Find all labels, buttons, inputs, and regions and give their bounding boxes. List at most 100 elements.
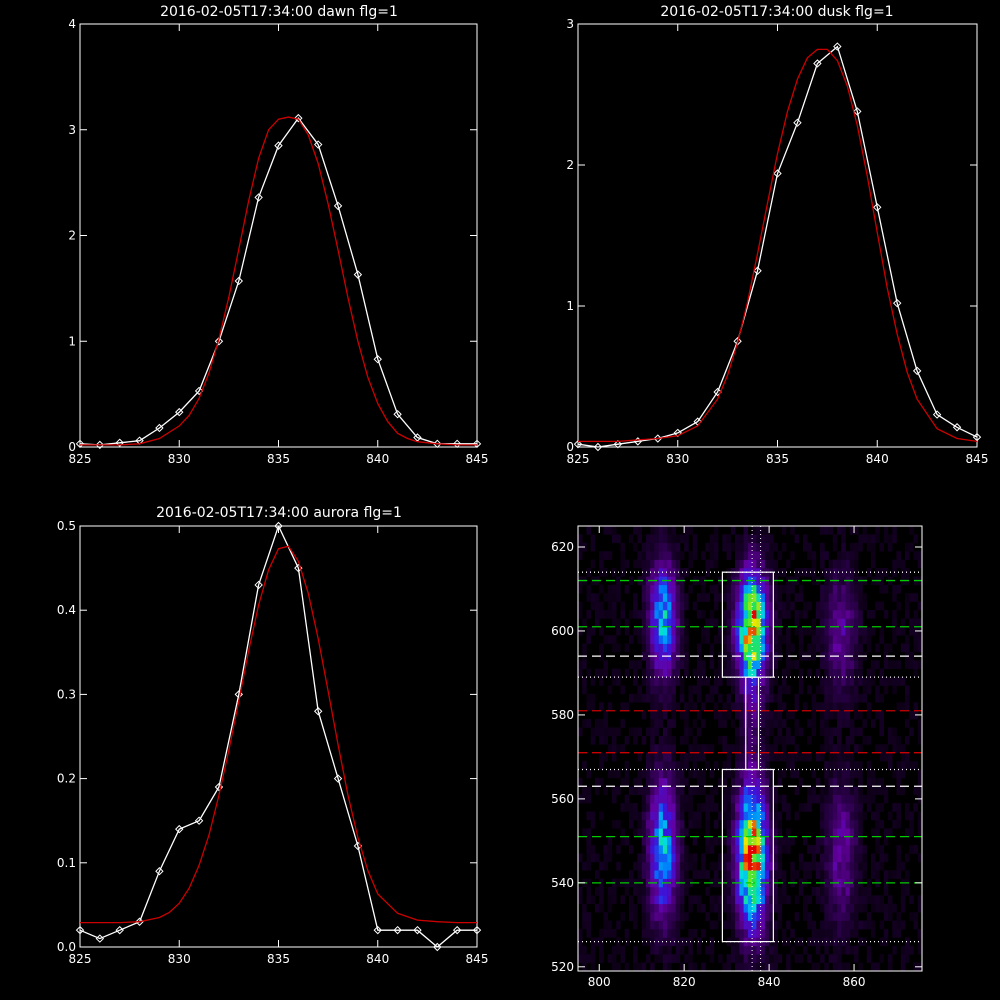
heatmap-cell: [752, 660, 757, 669]
heatmap-cell: [735, 752, 740, 762]
heatmap-cell: [756, 903, 761, 913]
heatmap-cell: [790, 660, 795, 669]
heatmap-cell: [866, 534, 872, 544]
heatmap-cell: [879, 576, 884, 586]
heatmap-cell: [841, 719, 846, 728]
heatmap-cell: [646, 677, 651, 686]
heatmap-cell: [815, 643, 821, 653]
heatmap-cell: [803, 945, 808, 955]
heatmap-cell: [688, 559, 693, 569]
heatmap-cell: [769, 551, 774, 560]
heatmap-cell: [667, 811, 672, 821]
heatmap-cell: [739, 551, 744, 560]
heatmap-cell: [879, 853, 884, 863]
x-tick-label: 835: [267, 952, 290, 966]
heatmap-cell: [582, 912, 587, 921]
heatmap-cell: [654, 685, 659, 695]
heatmap-cell: [862, 735, 867, 745]
heatmap-cell: [858, 643, 863, 653]
heatmap-cell: [701, 752, 706, 762]
heatmap-cell: [662, 954, 668, 963]
heatmap-cell: [624, 643, 630, 653]
heatmap-cell: [718, 677, 723, 686]
heatmap-cell: [909, 828, 914, 837]
heatmap-cell: [701, 610, 706, 619]
heatmap-cell: [646, 584, 651, 594]
heatmap-cell: [650, 929, 655, 938]
heatmap-cell: [739, 727, 744, 737]
heatmap-cell: [794, 593, 800, 602]
heatmap-cell: [794, 811, 800, 821]
heatmap-cell: [629, 660, 634, 669]
heatmap-cell: [692, 929, 698, 938]
heatmap-cell: [654, 777, 659, 787]
data-point-marker: [713, 387, 722, 397]
heatmap-cell: [896, 744, 901, 753]
heatmap-cell: [756, 811, 761, 821]
heatmap-cell: [820, 559, 825, 569]
heatmap-cell: [739, 752, 744, 762]
heatmap-cell: [879, 937, 884, 947]
x-tick-label: 840: [366, 452, 389, 466]
heatmap-cell: [650, 526, 655, 535]
heatmap-cell: [646, 551, 651, 560]
heatmap-cell: [900, 895, 906, 905]
heatmap-cell: [675, 937, 681, 947]
heatmap-cell: [888, 962, 893, 972]
heatmap-cell: [854, 836, 859, 846]
heatmap-cell: [616, 920, 621, 930]
heatmap-cell: [743, 660, 749, 669]
heatmap-cell: [866, 643, 872, 653]
heatmap-cell: [671, 954, 676, 963]
heatmap-cell: [773, 811, 778, 821]
heatmap-cell: [650, 559, 655, 569]
heatmap-cell: [637, 534, 642, 544]
heatmap-cell: [832, 752, 838, 762]
heatmap-cell: [756, 794, 761, 804]
heatmap-cell: [777, 954, 783, 963]
heatmap-cell: [781, 895, 787, 905]
heatmap-cell: [820, 870, 825, 879]
heatmap-cell: [879, 635, 884, 644]
heatmap-cell: [913, 551, 918, 560]
data-point-marker: [373, 355, 382, 364]
heatmap-cell: [675, 702, 681, 711]
heatmap-cell: [662, 668, 668, 678]
heatmap-cell: [841, 803, 846, 812]
heatmap-cell: [832, 626, 838, 636]
heatmap-cell: [798, 752, 804, 762]
heatmap-cell: [641, 559, 647, 569]
heatmap-cell: [837, 584, 842, 594]
heatmap-cell: [913, 761, 918, 770]
heatmap-cell: [837, 685, 842, 695]
heatmap-cell: [786, 811, 791, 821]
heatmap-cell: [743, 584, 749, 594]
heatmap-cell: [671, 819, 676, 829]
heatmap-cell: [743, 819, 749, 829]
heatmap-cell: [760, 593, 766, 602]
heatmap-cell: [646, 601, 651, 611]
heatmap-cell: [603, 929, 608, 938]
heatmap-cell: [679, 610, 685, 619]
heatmap-cell: [641, 786, 647, 795]
heatmap-cell: [837, 811, 842, 821]
heatmap-cell: [824, 526, 829, 535]
heatmap-cell: [854, 761, 859, 770]
heatmap-cell: [662, 727, 668, 737]
heatmap-cell: [633, 903, 638, 913]
heatmap-cell: [646, 769, 651, 779]
heatmap-cell: [900, 887, 906, 896]
heatmap-cell: [752, 668, 757, 678]
heatmap-cell: [764, 559, 770, 569]
heatmap-cell: [675, 761, 681, 770]
heatmap-cell: [841, 643, 846, 653]
heatmap-cell: [658, 920, 664, 930]
heatmap-cell: [713, 786, 719, 795]
heatmap-cell: [747, 702, 753, 711]
heatmap-cell: [603, 660, 608, 669]
heatmap-cell: [650, 887, 655, 896]
heatmap-cell: [650, 962, 655, 972]
heatmap-cell: [807, 626, 812, 636]
heatmap-cell: [841, 626, 846, 636]
heatmap-cell: [892, 559, 897, 569]
